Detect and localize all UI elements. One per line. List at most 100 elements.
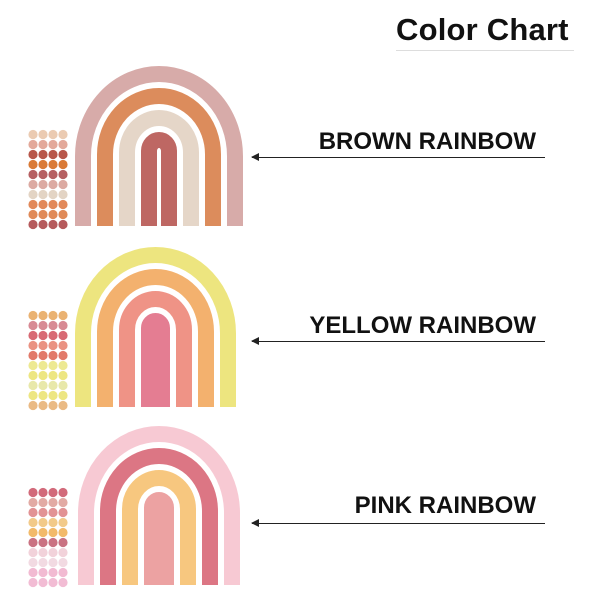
color-dot [48,219,58,230]
color-dot [48,320,58,331]
yellow-dot-swatches [28,310,68,411]
color-dot [28,577,38,588]
color-dot [58,159,68,170]
color-dot [38,557,48,568]
color-dot [38,527,48,538]
color-dot [48,330,58,341]
color-dot [58,380,68,391]
color-dot [28,557,38,568]
color-dot [28,497,38,508]
color-dot [38,517,48,528]
color-dot [48,547,58,558]
color-dot [28,209,38,220]
color-dot [38,179,48,190]
color-dot [28,350,38,361]
color-dot [48,340,58,351]
color-dot [48,577,58,588]
rainbow-band [144,492,174,585]
color-dot [38,310,48,321]
color-dot [58,527,68,538]
rainbow-band [141,132,177,226]
color-dot [38,497,48,508]
color-dot [58,557,68,568]
color-dot [38,199,48,210]
color-dot [28,169,38,180]
color-dot [28,149,38,160]
color-dot [58,507,68,518]
color-dot [58,577,68,588]
color-dot [48,169,58,180]
color-dot [28,567,38,578]
color-dot [48,557,58,568]
brown-rainbow [75,66,243,226]
color-dot [28,330,38,341]
color-dot [58,209,68,220]
color-dot [48,380,58,391]
pink-rainbow-label: PINK RAINBOW [354,492,536,519]
color-dot [58,567,68,578]
color-dot [28,340,38,351]
color-dot [48,370,58,381]
color-dot [58,537,68,548]
color-dot [58,330,68,341]
color-dot [58,169,68,180]
rainbow-band [75,66,243,226]
color-dot [48,350,58,361]
color-dot [48,567,58,578]
color-dot [28,517,38,528]
color-dot [58,189,68,200]
color-dot [38,350,48,361]
rainbow-band [97,269,214,407]
color-dot [58,199,68,210]
color-dot [58,129,68,140]
color-dot [48,537,58,548]
color-dot [38,370,48,381]
color-dot [38,340,48,351]
color-dot [58,547,68,558]
color-dot [38,330,48,341]
brown-rainbow-label: BROWN RAINBOW [318,128,536,155]
color-dot [38,209,48,220]
color-dot [48,487,58,498]
color-dot [28,139,38,150]
color-dot [38,219,48,230]
yellow-rainbow-arrow [251,337,545,345]
color-dot [48,390,58,401]
title-underline [396,50,574,51]
color-dot [48,400,58,411]
color-dot [48,149,58,160]
color-dot [48,517,58,528]
color-dot [58,139,68,150]
color-dot [38,189,48,200]
color-dot [58,517,68,528]
color-dot [38,547,48,558]
color-dot [48,209,58,220]
color-dot [28,310,38,321]
color-dot [28,537,38,548]
color-dot [38,507,48,518]
color-dot [58,320,68,331]
color-dot [28,219,38,230]
color-dot [38,390,48,401]
color-dot [58,310,68,321]
color-dot [58,149,68,160]
color-dot [28,199,38,210]
color-dot [28,400,38,411]
color-dot [48,199,58,210]
rainbow-band [141,313,170,407]
rainbow-band [119,291,192,407]
color-dot [48,507,58,518]
rainbow-band [78,426,240,585]
color-dot [38,577,48,588]
rainbow-band [97,88,221,226]
color-dot [48,179,58,190]
color-dot [58,179,68,190]
color-dot [28,527,38,538]
color-dot [28,159,38,170]
color-dot [28,129,38,140]
color-dot [28,370,38,381]
color-dot [48,310,58,321]
pink-rainbow-arrow [251,519,545,527]
color-dot [58,487,68,498]
